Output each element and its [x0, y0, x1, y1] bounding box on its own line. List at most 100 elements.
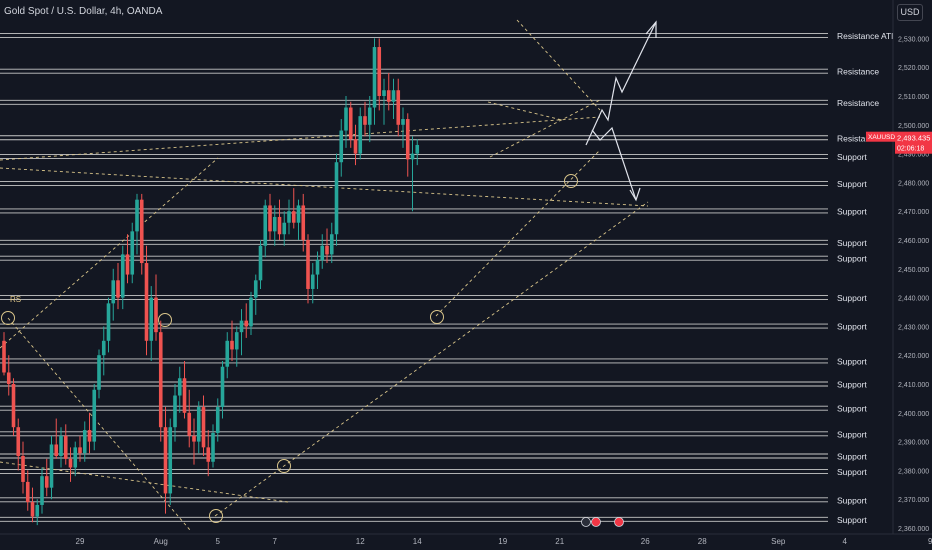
time-axis[interactable]	[0, 534, 932, 550]
y-tick-label-7: 2,430.000	[898, 324, 929, 331]
x-tick-label-6: 19	[498, 537, 507, 546]
level-label-10: Support	[837, 322, 867, 332]
candle-53	[253, 274, 258, 315]
candle-6	[30, 487, 35, 523]
currency-button[interactable]: USD	[897, 4, 923, 21]
trendline-ascending	[0, 116, 601, 161]
candle-17	[82, 421, 87, 462]
candle-78	[372, 38, 377, 125]
candle-28	[135, 193, 139, 255]
candle-body-82	[391, 90, 396, 102]
level-label-4: Support	[837, 152, 867, 162]
level-label-3: Resistance	[837, 133, 879, 143]
candle-82	[391, 78, 396, 120]
y-tick-label-10: 2,460.000	[898, 238, 929, 245]
candle-27	[130, 222, 135, 284]
candle-62	[296, 199, 301, 240]
candle-body-11	[54, 444, 59, 456]
candle-body-64	[306, 240, 310, 289]
level-label-16: Support	[837, 467, 867, 477]
y-tick-label-3: 2,390.000	[898, 440, 929, 447]
candle-body-71	[339, 130, 344, 163]
level-label-12: Support	[837, 380, 867, 390]
candle-66	[315, 251, 320, 289]
level-label-17: Support	[837, 495, 867, 505]
candle-60	[287, 199, 291, 235]
candle-48	[230, 320, 234, 361]
candle-body-39	[187, 412, 192, 436]
candle-75	[358, 107, 363, 160]
candle-79	[377, 38, 382, 111]
candle-7	[35, 499, 40, 526]
candle-body-6	[30, 502, 35, 517]
candle-32	[154, 274, 158, 341]
candle-47	[225, 332, 230, 379]
price-axis[interactable]	[893, 0, 932, 550]
candle-58	[277, 199, 282, 240]
x-tick-label-9: 28	[698, 537, 707, 546]
candle-9	[44, 458, 49, 497]
candle-50	[239, 309, 244, 356]
candle-19	[92, 384, 97, 451]
x-tick-label-2: 5	[216, 537, 221, 546]
candle-body-10	[49, 444, 54, 488]
event-icon-0[interactable]	[581, 517, 591, 527]
candle-86	[410, 136, 415, 212]
candle-body-27	[130, 231, 135, 275]
event-icon-1[interactable]	[591, 517, 601, 527]
candle-68	[325, 228, 329, 264]
candle-87	[415, 139, 420, 166]
candle-body-73	[348, 107, 353, 140]
candle-23	[111, 268, 116, 321]
candle-body-34	[163, 427, 168, 494]
event-icon-2[interactable]	[614, 517, 624, 527]
candle-body-38	[182, 378, 187, 413]
candle-22	[106, 297, 111, 353]
candle-43	[206, 430, 211, 477]
candle-26	[125, 234, 130, 284]
candle-body-57	[272, 216, 277, 232]
candle-body-44	[211, 432, 215, 462]
levels-layer: Resistance ATH Resistance Resistance Resist…	[0, 31, 897, 525]
y-tick-label-17: 2,530.000	[898, 36, 929, 43]
candle-49	[234, 326, 239, 367]
candle-1	[6, 355, 11, 396]
candle-body-33	[158, 332, 163, 428]
candle-body-65	[310, 274, 315, 289]
candle-body-23	[111, 280, 116, 304]
candle-24	[116, 263, 120, 310]
candle-16	[78, 435, 82, 462]
candle-76	[363, 101, 367, 137]
y-tick-label-1: 2,370.000	[898, 497, 929, 504]
level-label-5: Support	[837, 179, 867, 189]
candle-body-3	[16, 427, 21, 456]
candle-8	[40, 467, 44, 514]
candle-61	[291, 188, 296, 229]
y-tick-label-14: 2,500.000	[898, 123, 929, 130]
channel-upper-main	[489, 99, 601, 158]
candle-74	[353, 124, 358, 166]
candle-65	[310, 263, 315, 304]
candle-body-31	[149, 297, 154, 341]
candle-25	[120, 245, 125, 310]
candle-body-50	[239, 320, 244, 333]
candle-body-15	[73, 447, 78, 468]
candle-body-35	[168, 427, 173, 494]
candle-body-19	[92, 389, 97, 442]
candle-body-28	[135, 199, 139, 232]
candle-body-54	[258, 245, 263, 281]
candle-body-78	[372, 47, 377, 108]
candle-15	[73, 441, 78, 477]
y-tick-label-4: 2,400.000	[898, 411, 929, 418]
trendline-left-base	[0, 461, 289, 503]
candles-layer	[2, 38, 420, 526]
candle-body-1	[6, 372, 11, 384]
touch-circle-1	[158, 313, 172, 327]
trendlines-layer: RS	[0, 19, 657, 531]
candle-body-55	[263, 205, 268, 246]
y-tick-label-11: 2,470.000	[898, 209, 929, 216]
candle-body-26	[125, 254, 130, 275]
candle-body-70	[334, 162, 339, 235]
candle-body-0	[2, 340, 6, 373]
